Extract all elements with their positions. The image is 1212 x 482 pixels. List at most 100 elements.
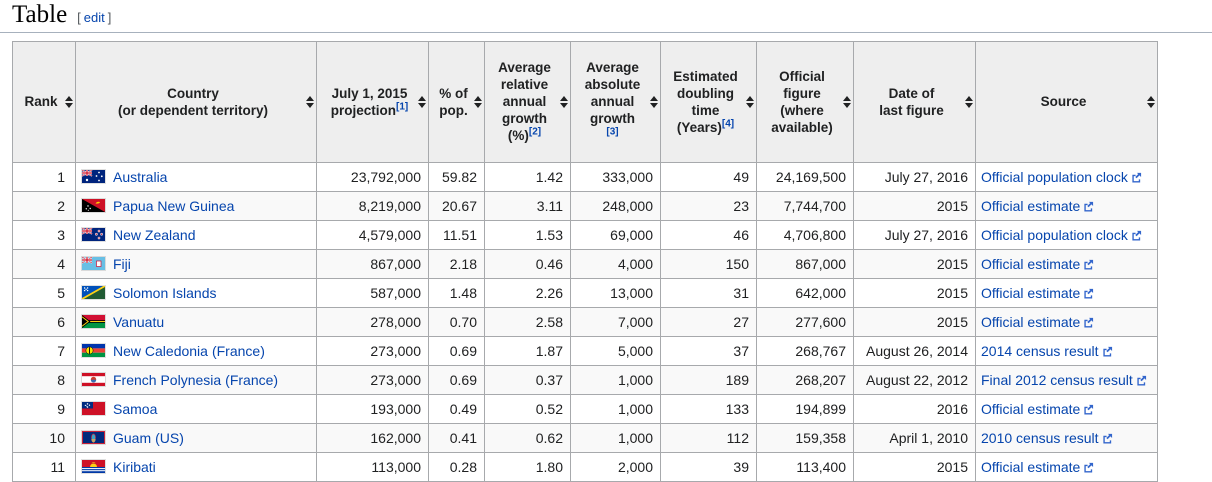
footnote-ref[interactable]: [4] bbox=[721, 118, 735, 129]
absolute-growth-cell: 5,000 bbox=[570, 335, 661, 366]
source-cell: 2010 census result bbox=[975, 422, 1158, 453]
projection-cell: 273,000 bbox=[316, 364, 429, 395]
source-cell: Official estimate bbox=[975, 451, 1158, 482]
country-link[interactable]: Solomon Islands bbox=[113, 284, 217, 301]
sort-icon bbox=[842, 96, 851, 108]
column-header-relative-growth[interactable]: Average relative annual growth (%)[2] bbox=[484, 40, 571, 163]
doubling-time-cell: 49 bbox=[660, 161, 757, 192]
flag-icon-vanuatu[interactable] bbox=[82, 314, 105, 328]
doubling-time-cell: 27 bbox=[660, 306, 757, 337]
flag-icon-solomon-islands[interactable] bbox=[82, 285, 105, 299]
source-link[interactable]: Official population clock bbox=[981, 226, 1128, 243]
official-figure-cell: 7,744,700 bbox=[756, 190, 854, 221]
table-row: 11 Kiribati 113,000 0.28 1.80 2,000 39 113,400 2… bbox=[12, 451, 1158, 482]
country-link[interactable]: Papua New Guinea bbox=[113, 197, 235, 214]
official-figure-cell: 4,706,800 bbox=[756, 219, 854, 250]
source-link[interactable]: Official estimate bbox=[981, 458, 1081, 475]
country-link[interactable]: Kiribati bbox=[113, 458, 156, 475]
country-suffix-link[interactable]: (France) bbox=[211, 342, 265, 359]
relative-growth-cell: 0.62 bbox=[484, 422, 571, 453]
rank-cell: 1 bbox=[12, 161, 76, 192]
projection-cell: 23,792,000 bbox=[316, 161, 429, 192]
official-figure-cell: 268,207 bbox=[756, 364, 854, 395]
column-header-official-figure[interactable]: Official figure (where available) bbox=[756, 40, 854, 163]
source-link[interactable]: Official estimate bbox=[981, 313, 1081, 330]
column-header-absolute-growth[interactable]: Average absolute annual growth [3] bbox=[570, 40, 661, 163]
flag-icon-kiribati[interactable] bbox=[82, 459, 105, 473]
doubling-time-cell: 150 bbox=[660, 248, 757, 279]
flag-icon-new-zealand[interactable] bbox=[82, 227, 105, 241]
country-cell: New Zealand bbox=[75, 219, 317, 250]
column-header-date-of-last-figure[interactable]: Date of last figure bbox=[853, 40, 976, 163]
table-row: 10 Guam (US) 162,000 0.41 0.62 1,000 112 159,358… bbox=[12, 422, 1158, 453]
projection-cell: 273,000 bbox=[316, 335, 429, 366]
country-link[interactable]: Guam bbox=[113, 429, 152, 446]
date-cell: 2015 bbox=[853, 306, 976, 337]
official-figure-cell: 867,000 bbox=[756, 248, 854, 279]
source-link[interactable]: Official estimate bbox=[981, 400, 1081, 417]
doubling-time-cell: 133 bbox=[660, 393, 757, 424]
flag-icon-papua-new-guinea[interactable] bbox=[82, 198, 105, 212]
country-link[interactable]: New Caledonia bbox=[113, 342, 208, 359]
flag-icon-australia[interactable] bbox=[82, 169, 105, 183]
flag-icon-french-polynesia[interactable] bbox=[82, 372, 105, 386]
date-cell: 2015 bbox=[853, 190, 976, 221]
country-link[interactable]: Vanuatu bbox=[113, 313, 165, 330]
edit-link[interactable]: edit bbox=[83, 10, 105, 25]
footnote-ref[interactable]: [1] bbox=[396, 101, 409, 112]
source-link[interactable]: 2014 census result bbox=[981, 342, 1099, 359]
table-row: 2 Papua New Guinea 8,219,000 20.67 3.11 248,0… bbox=[12, 190, 1158, 221]
country-link[interactable]: Fiji bbox=[113, 255, 131, 272]
official-figure-cell: 277,600 bbox=[756, 306, 854, 337]
source-link[interactable]: Official estimate bbox=[981, 197, 1081, 214]
table-row: 6 Vanuatu 278,000 0.70 2.58 7,000 27 277,600 201… bbox=[12, 306, 1158, 337]
country-link[interactable]: Samoa bbox=[113, 400, 158, 417]
projection-cell: 193,000 bbox=[316, 393, 429, 424]
country-link[interactable]: New Zealand bbox=[113, 226, 196, 243]
projection-cell: 867,000 bbox=[316, 248, 429, 279]
flag-icon-new-caledonia[interactable] bbox=[82, 343, 105, 357]
source-cell: Official estimate bbox=[975, 393, 1158, 424]
projection-cell: 278,000 bbox=[316, 306, 429, 337]
doubling-time-cell: 112 bbox=[660, 422, 757, 453]
header-row: Rank Country (or dependent territory) July … bbox=[12, 40, 1158, 163]
page-title: Table bbox=[12, 1, 68, 28]
column-header-rank[interactable]: Rank bbox=[12, 40, 76, 163]
source-link[interactable]: Official estimate bbox=[981, 255, 1081, 272]
source-link[interactable]: Final 2012 census result bbox=[981, 371, 1133, 388]
date-cell: July 27, 2016 bbox=[853, 219, 976, 250]
footnote-ref[interactable]: [2] bbox=[528, 126, 542, 138]
source-cell: Official estimate bbox=[975, 248, 1158, 279]
source-link[interactable]: Official estimate bbox=[981, 284, 1081, 301]
sort-icon bbox=[417, 96, 426, 108]
column-header-source[interactable]: Source bbox=[975, 40, 1158, 163]
official-figure-cell: 642,000 bbox=[756, 277, 854, 308]
column-header-projection[interactable]: July 1, 2015 projection[1] bbox=[316, 40, 429, 163]
source-link[interactable]: 2010 census result bbox=[981, 429, 1099, 446]
country-link[interactable]: French Polynesia bbox=[113, 371, 222, 388]
source-link[interactable]: Official population clock bbox=[981, 168, 1128, 185]
table-row: 4 Fiji 867,000 2.18 0.46 4,000 150 867,000 2015 O… bbox=[12, 248, 1158, 279]
pct-of-pop-cell: 11.51 bbox=[428, 219, 485, 250]
flag-icon-fiji[interactable] bbox=[82, 256, 105, 270]
footnote-ref[interactable]: [3] bbox=[606, 126, 619, 138]
country-link[interactable]: Australia bbox=[113, 168, 168, 185]
country-suffix-link[interactable]: (France) bbox=[225, 371, 279, 388]
flag-icon-guam[interactable] bbox=[82, 430, 105, 444]
absolute-growth-cell: 1,000 bbox=[570, 422, 661, 453]
pct-of-pop-cell: 0.70 bbox=[428, 306, 485, 337]
country-cell: Vanuatu bbox=[75, 306, 317, 337]
rank-cell: 6 bbox=[12, 306, 76, 337]
sort-icon bbox=[305, 96, 314, 108]
sort-icon bbox=[1146, 96, 1155, 108]
column-header-pct-of-pop[interactable]: % of pop. bbox=[428, 40, 485, 163]
column-header-doubling-time[interactable]: Estimated doubling time (Years)[4] bbox=[660, 40, 757, 163]
relative-growth-cell: 1.87 bbox=[484, 335, 571, 366]
country-suffix-link[interactable]: (US) bbox=[155, 429, 184, 446]
relative-growth-cell: 0.46 bbox=[484, 248, 571, 279]
absolute-growth-cell: 1,000 bbox=[570, 364, 661, 395]
date-cell: July 27, 2016 bbox=[853, 161, 976, 192]
column-header-country[interactable]: Country (or dependent territory) bbox=[75, 40, 317, 163]
flag-icon-samoa[interactable] bbox=[82, 401, 105, 415]
pct-of-pop-cell: 0.49 bbox=[428, 393, 485, 424]
